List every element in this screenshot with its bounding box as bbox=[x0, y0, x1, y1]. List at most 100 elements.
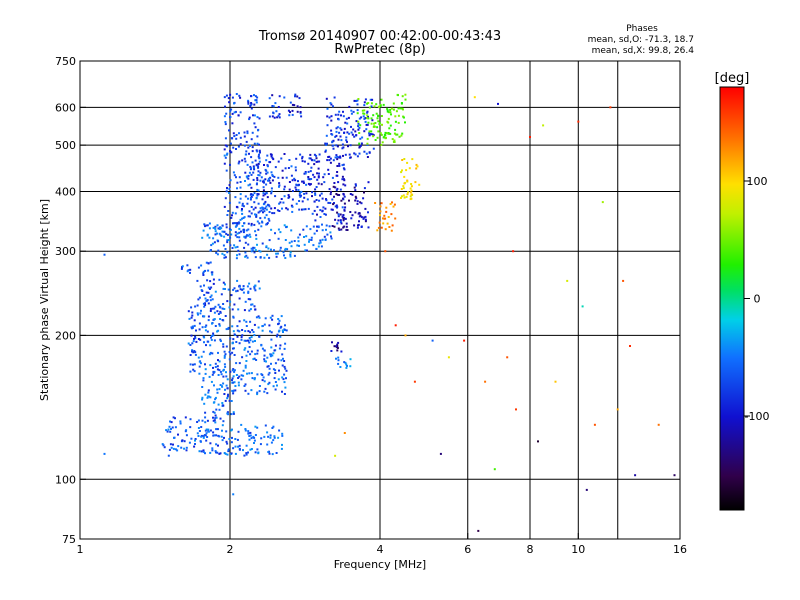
data-point bbox=[257, 165, 260, 168]
data-point bbox=[296, 110, 299, 113]
data-point bbox=[257, 280, 260, 283]
data-point bbox=[248, 372, 251, 375]
data-point bbox=[226, 145, 229, 148]
data-point bbox=[191, 342, 194, 345]
data-point bbox=[283, 188, 286, 191]
data-point bbox=[365, 128, 368, 131]
data-point bbox=[323, 213, 326, 215]
data-point bbox=[197, 435, 200, 437]
data-point bbox=[276, 252, 279, 255]
data-point bbox=[249, 183, 252, 186]
data-point bbox=[249, 320, 252, 323]
data-point bbox=[221, 252, 224, 255]
data-point bbox=[367, 102, 370, 104]
data-point bbox=[294, 93, 297, 96]
data-point bbox=[224, 121, 227, 123]
data-point bbox=[354, 153, 357, 156]
data-point bbox=[237, 384, 240, 387]
data-point bbox=[301, 180, 304, 183]
data-point bbox=[257, 228, 260, 231]
data-point bbox=[244, 429, 247, 432]
data-point bbox=[307, 176, 310, 178]
data-point bbox=[209, 364, 212, 367]
data-point bbox=[250, 107, 253, 110]
data-point bbox=[215, 443, 218, 446]
data-point bbox=[250, 247, 253, 250]
data-point bbox=[233, 381, 236, 384]
data-point bbox=[345, 228, 348, 231]
data-point bbox=[267, 217, 270, 220]
data-point bbox=[303, 192, 306, 195]
data-point bbox=[199, 362, 202, 365]
data-point bbox=[208, 395, 211, 398]
data-point bbox=[345, 225, 348, 228]
data-point bbox=[339, 188, 342, 191]
data-point bbox=[226, 214, 229, 216]
data-point bbox=[243, 131, 246, 134]
data-point bbox=[370, 117, 373, 120]
data-point bbox=[251, 146, 254, 149]
data-point bbox=[225, 375, 228, 378]
data-point bbox=[318, 242, 321, 245]
data-point bbox=[253, 142, 256, 145]
data-point bbox=[309, 157, 312, 160]
data-point bbox=[236, 335, 239, 338]
data-point bbox=[207, 315, 210, 318]
data-point bbox=[339, 366, 342, 368]
data-point bbox=[226, 397, 229, 400]
data-point bbox=[204, 421, 207, 424]
data-point bbox=[236, 438, 239, 441]
data-point bbox=[355, 100, 358, 102]
data-point bbox=[177, 445, 180, 448]
data-point bbox=[215, 416, 218, 419]
data-point bbox=[172, 447, 175, 450]
data-point bbox=[343, 168, 346, 171]
data-point bbox=[238, 201, 241, 204]
data-point bbox=[347, 145, 349, 148]
data-point bbox=[234, 246, 237, 249]
data-point bbox=[306, 198, 309, 201]
data-point bbox=[247, 430, 250, 433]
data-point bbox=[365, 152, 368, 155]
data-point bbox=[266, 171, 269, 174]
data-point bbox=[317, 226, 320, 229]
data-point bbox=[324, 207, 327, 210]
data-point bbox=[239, 143, 242, 146]
data-point bbox=[370, 122, 373, 125]
data-point bbox=[190, 316, 193, 319]
data-point bbox=[335, 130, 338, 133]
data-point bbox=[191, 314, 194, 317]
data-point bbox=[330, 103, 333, 106]
data-point bbox=[348, 153, 351, 156]
data-point bbox=[397, 107, 400, 110]
data-point bbox=[566, 279, 569, 282]
data-point bbox=[339, 219, 342, 222]
data-point bbox=[375, 103, 378, 106]
data-point bbox=[256, 142, 259, 145]
data-point bbox=[208, 375, 211, 378]
data-point bbox=[343, 179, 346, 182]
data-point bbox=[271, 94, 274, 97]
data-point bbox=[217, 249, 220, 252]
data-point bbox=[202, 274, 205, 276]
data-point bbox=[221, 402, 224, 404]
data-point bbox=[217, 227, 220, 230]
data-point bbox=[194, 337, 197, 340]
data-point bbox=[264, 424, 267, 427]
data-point bbox=[235, 205, 238, 208]
data-point bbox=[272, 158, 275, 161]
data-point bbox=[239, 96, 242, 99]
data-point bbox=[342, 146, 345, 149]
data-point bbox=[198, 296, 201, 299]
data-point bbox=[290, 229, 293, 232]
data-point bbox=[225, 345, 228, 348]
data-point bbox=[221, 429, 223, 432]
data-point bbox=[179, 420, 182, 423]
data-point bbox=[326, 233, 329, 236]
data-point bbox=[275, 110, 278, 113]
data-point bbox=[235, 148, 237, 150]
data-point bbox=[231, 377, 234, 380]
data-point bbox=[291, 103, 294, 106]
data-point bbox=[278, 429, 281, 432]
y-tick-label: 400 bbox=[55, 185, 76, 198]
